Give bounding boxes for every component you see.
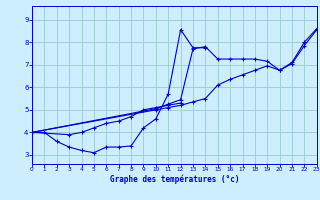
X-axis label: Graphe des températures (°c): Graphe des températures (°c) [110, 175, 239, 184]
